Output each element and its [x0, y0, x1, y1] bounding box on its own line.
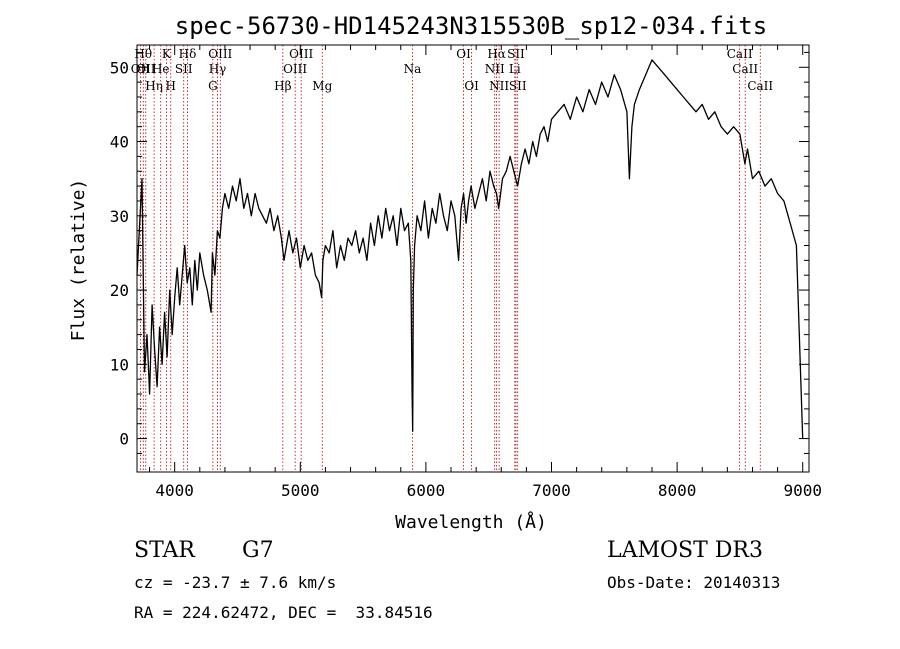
y-tick-label: 50: [110, 58, 129, 77]
x-tick-label: 9000: [783, 481, 822, 500]
x-axis-label: Wavelength (Å): [395, 511, 547, 533]
spectral-line-label: Hθ: [134, 47, 152, 61]
chart-title: spec-56730-HD145243N315530B_sp12-034.fit…: [175, 12, 767, 40]
spectral-line-label: OII: [136, 62, 156, 76]
spectral-line-label: Mg: [312, 79, 332, 93]
spectral-line-label: Li: [509, 62, 521, 76]
spectral-line-label: Hα: [487, 47, 506, 61]
x-tick-label: 5000: [281, 481, 320, 500]
x-tick-label: 4000: [155, 481, 194, 500]
spectral-line-label: Hδ: [179, 47, 197, 61]
redshift-velocity: cz = -23.7 ± 7.6 km/s: [134, 573, 337, 592]
object-class: STAR: [134, 538, 195, 563]
object-subclass: G7: [242, 538, 274, 563]
spectral-line-label: Hβ: [274, 79, 291, 93]
spectral-line-label: OII: [131, 62, 151, 76]
spectral-line-label: K: [162, 47, 172, 61]
spectral-line-label: H: [166, 79, 176, 93]
spectral-line-label: OIII: [208, 47, 232, 61]
spectral-line-label: CaII: [727, 47, 753, 61]
y-axis-label: Flux (relative): [68, 179, 89, 342]
coordinates: RA = 224.62472, DEC = 33.84516: [134, 603, 433, 622]
y-tick-label: 10: [110, 355, 129, 374]
spectral-line-label: Hη: [145, 79, 163, 93]
y-tick-label: 0: [119, 430, 129, 449]
spectral-line-label: NII: [485, 62, 505, 76]
plot-area: OIIHθOIIHηHeKHSIIHδGHγOIIIHβOIIIOIIIMgNa…: [110, 44, 822, 500]
spectral-line-label: OI: [464, 79, 479, 93]
spectral-line-label: NII: [489, 79, 509, 93]
spectral-line-label: OIII: [283, 62, 307, 76]
x-tick-label: 8000: [658, 481, 697, 500]
y-tick-label: 30: [110, 207, 129, 226]
y-tick-label: 40: [110, 133, 129, 152]
spectral-line-label: Na: [404, 62, 422, 76]
spectrum-line: [136, 59, 804, 439]
spectral-line-label: CaII: [732, 62, 758, 76]
spectral-line-label: OI: [456, 47, 471, 61]
survey-name: LAMOST DR3: [607, 538, 763, 563]
x-tick-label: 7000: [532, 481, 571, 500]
spectral-line-label: OIII: [289, 47, 313, 61]
spectral-line-label: G: [208, 79, 218, 93]
spectral-line-label: SII: [509, 79, 527, 93]
spectral-line-label: SII: [175, 62, 193, 76]
spectral-line-label: CaII: [747, 79, 773, 93]
plot-frame: [136, 44, 810, 473]
y-tick-label: 20: [110, 281, 129, 300]
spectral-line-label: SII: [507, 47, 525, 61]
x-tick-label: 6000: [407, 481, 446, 500]
observation-date: Obs-Date: 20140313: [607, 573, 781, 592]
spectral-line-label: Hγ: [209, 62, 227, 76]
spectral-line-label: He: [152, 62, 170, 76]
